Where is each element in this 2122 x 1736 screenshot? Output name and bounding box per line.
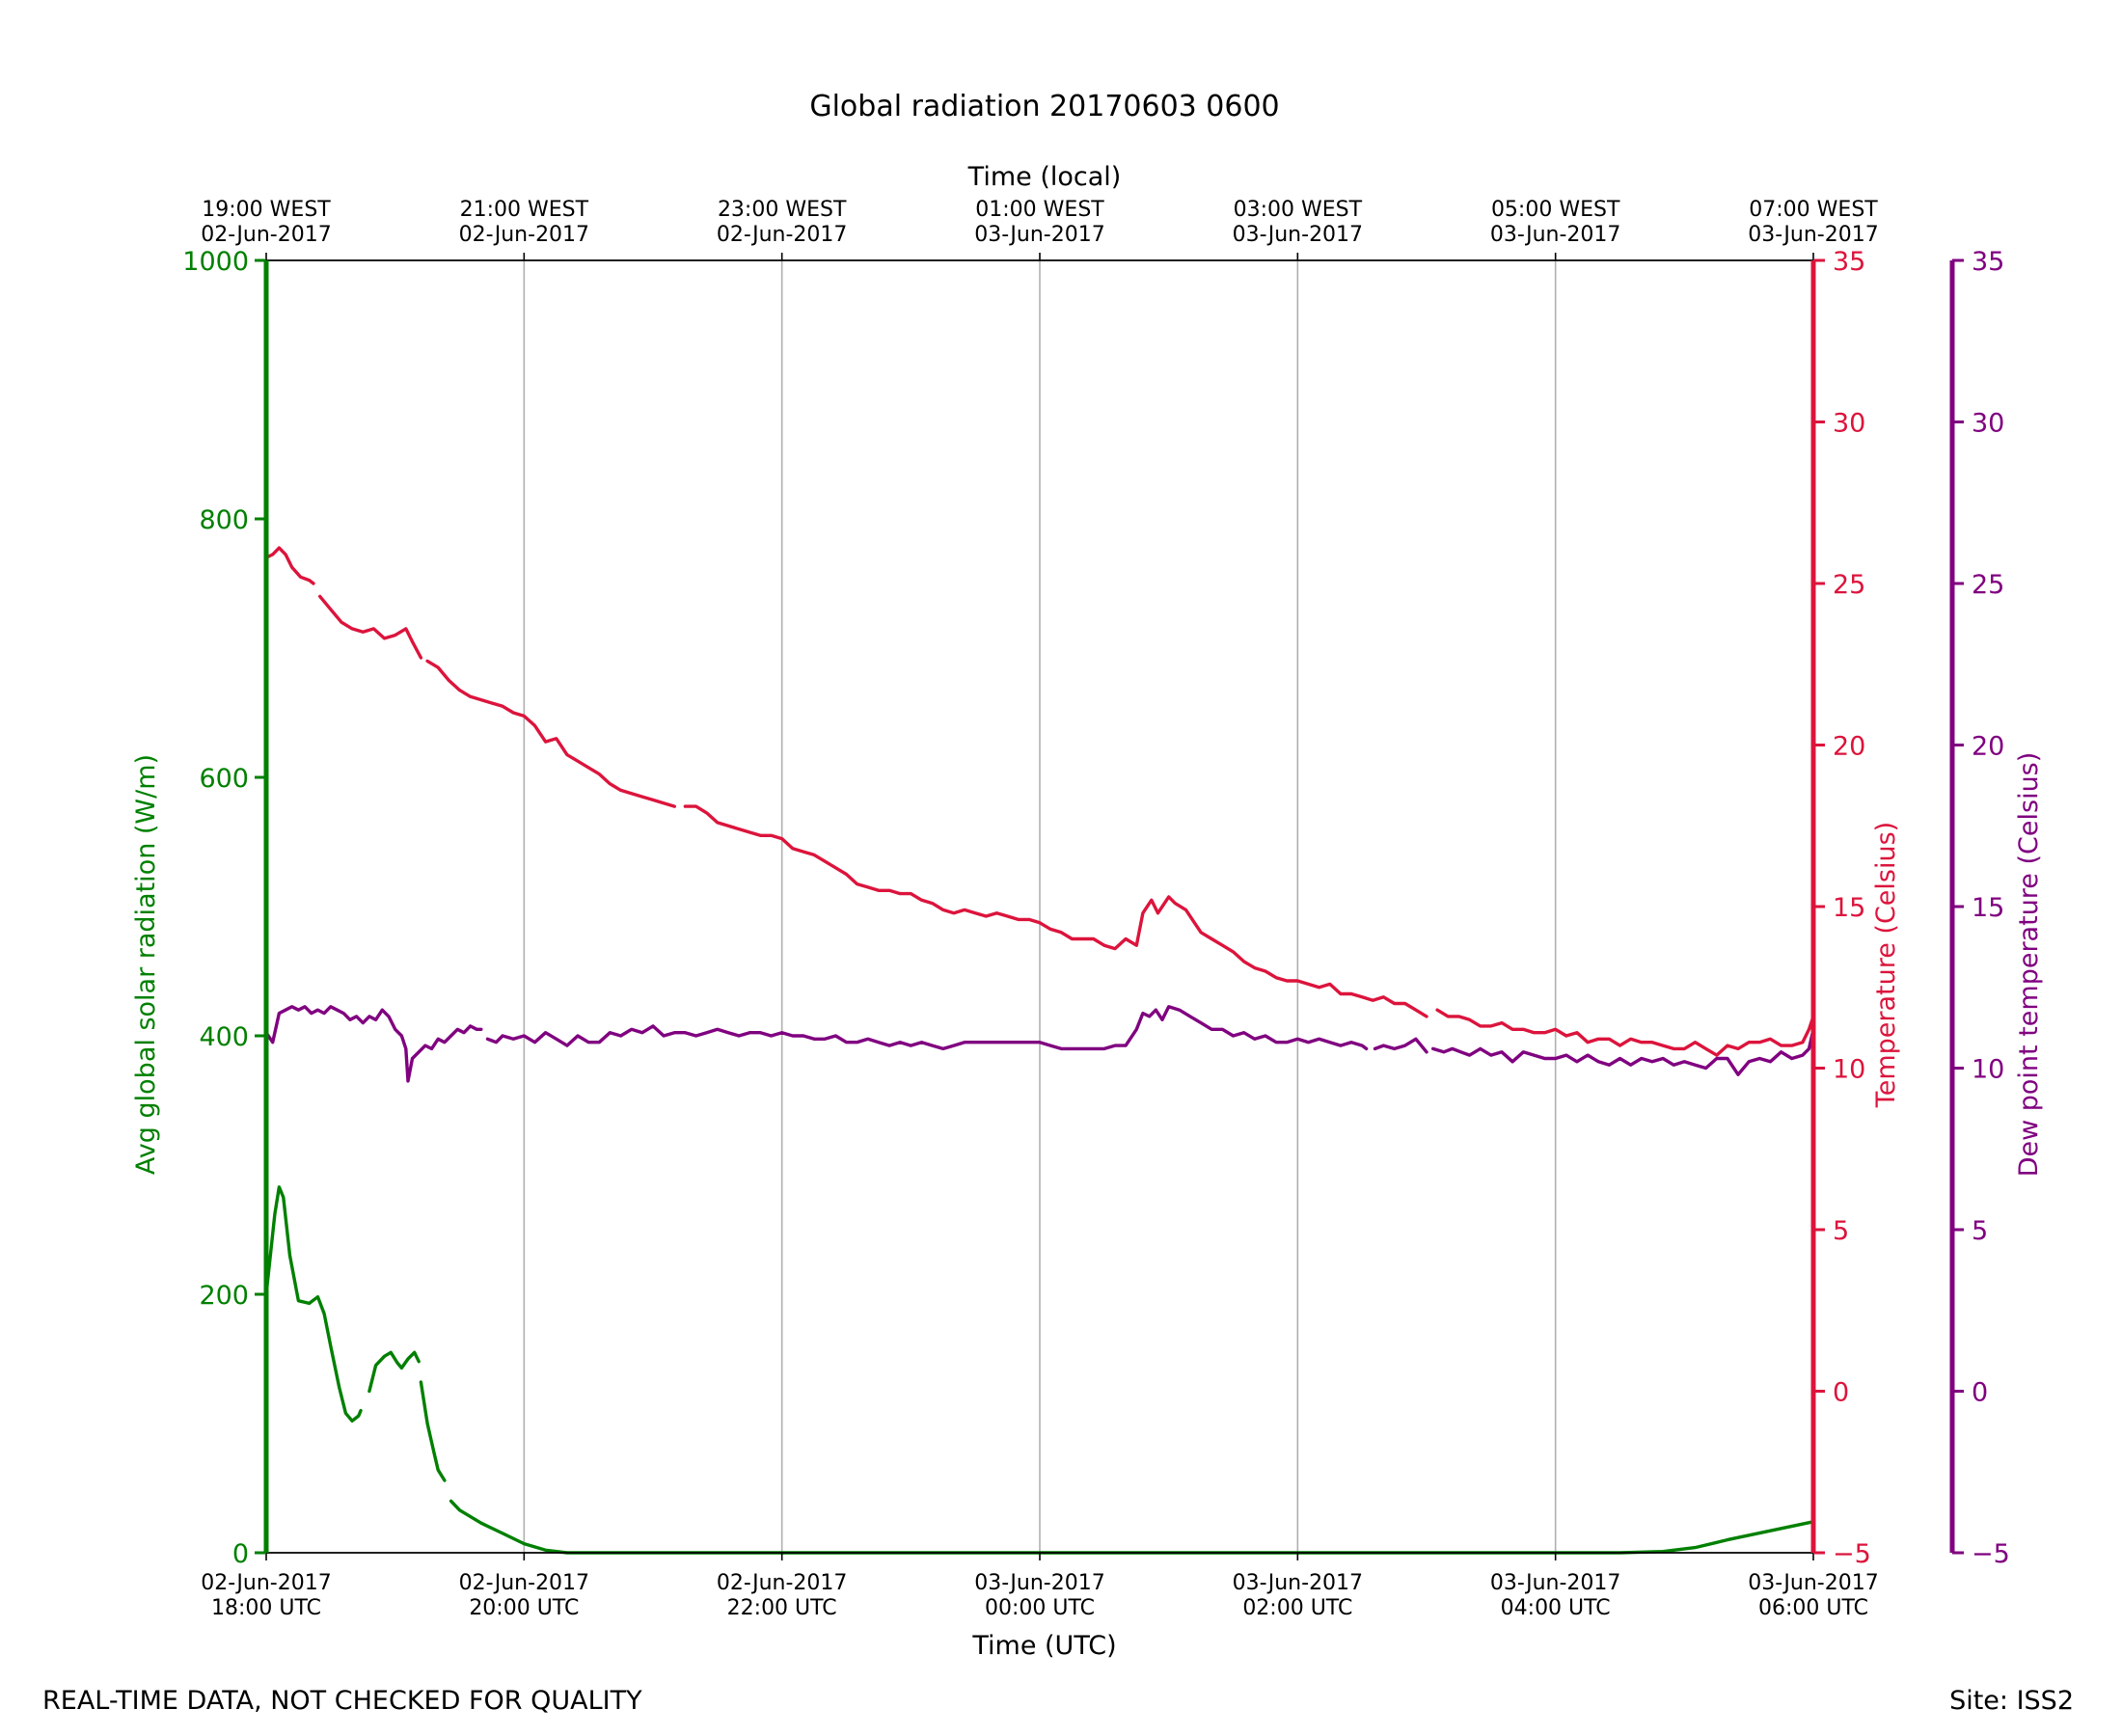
utc-time-label: 22:00 UTC: [727, 1596, 837, 1620]
utc-date-label: 03-Jun-2017: [1490, 1571, 1620, 1595]
grid: [523, 260, 1557, 1553]
utc-time-label: 18:00 UTC: [211, 1596, 321, 1620]
local-date-label: 03-Jun-2017: [974, 223, 1104, 247]
temperature-tick-label: 15: [1833, 893, 1865, 923]
radiation-tick-label: 1000: [182, 247, 249, 277]
local-time-label: 03:00 WEST: [1234, 198, 1363, 222]
local-date-label: 02-Jun-2017: [459, 223, 589, 247]
radiation-series-line: [264, 1185, 363, 1423]
temperature-tick-label: 5: [1833, 1216, 1849, 1246]
temperature-series-line: [1435, 1008, 1815, 1057]
utc-date-label: 03-Jun-2017: [974, 1571, 1104, 1595]
local-time-label: 19:00 WEST: [202, 198, 331, 222]
radiation-series-line: [419, 1380, 447, 1482]
temperature-series-line: [264, 546, 315, 585]
dewpoint-tick-label: 15: [1972, 893, 2004, 923]
dewpoint-axis-title: Dew point temperature (Celsius): [2014, 752, 2044, 1178]
radiation-tick-label: 0: [232, 1539, 249, 1569]
dewpoint-tick-label: 0: [1972, 1378, 1988, 1408]
dewpoint-series-line: [485, 1005, 1369, 1051]
utc-time-label: 02:00 UTC: [1242, 1596, 1352, 1620]
local-date-label: 02-Jun-2017: [717, 223, 847, 247]
site-label: Site: ISS2: [1949, 1686, 2074, 1716]
utc-time-label: 00:00 UTC: [985, 1596, 1095, 1620]
dewpoint-series-line: [1373, 1037, 1428, 1054]
radiation-tick-label: 400: [199, 1022, 249, 1052]
bottom-axis-title: Time (UTC): [971, 1631, 1116, 1661]
radiation-series-line: [449, 1499, 1815, 1555]
top-axis-title: Time (local): [967, 162, 1122, 192]
local-date-label: 03-Jun-2017: [1490, 223, 1620, 247]
utc-date-label: 03-Jun-2017: [1233, 1571, 1363, 1595]
dewpoint-tick-label: 10: [1972, 1055, 2004, 1085]
local-time-label: 23:00 WEST: [718, 198, 847, 222]
temperature-tick-label: 25: [1833, 570, 1865, 600]
local-time-label: 05:00 WEST: [1491, 198, 1620, 222]
utc-date-label: 02-Jun-2017: [717, 1571, 847, 1595]
temperature-tick-label: 30: [1833, 409, 1865, 439]
temperature-tick-label: −5: [1833, 1539, 1871, 1569]
radiation-tick-label: 800: [199, 505, 249, 535]
dewpoint-tick-label: 30: [1972, 409, 2004, 439]
radiation-tick-label: 200: [199, 1281, 249, 1311]
dewpoint-series-line: [264, 1005, 483, 1083]
temperature-tick-label: 0: [1833, 1378, 1849, 1408]
temperature-series-line: [318, 594, 423, 660]
temperature-tick-label: 20: [1833, 732, 1865, 762]
dewpoint-tick-label: 5: [1972, 1216, 1988, 1246]
local-time-label: 21:00 WEST: [460, 198, 589, 222]
dewpoint-series-line: [1431, 1027, 1815, 1076]
temperature-series-line: [425, 659, 676, 808]
utc-time-label: 06:00 UTC: [1758, 1596, 1868, 1620]
utc-date-label: 03-Jun-2017: [1748, 1571, 1878, 1595]
utc-date-label: 02-Jun-2017: [459, 1571, 589, 1595]
quality-disclaimer: REAL-TIME DATA, NOT CHECKED FOR QUALITY: [42, 1686, 642, 1716]
dewpoint-tick-label: −5: [1972, 1539, 2010, 1569]
radiation-series-line: [367, 1350, 421, 1394]
temperature-series-line: [683, 804, 1428, 1018]
local-time-label: 01:00 WEST: [975, 198, 1104, 222]
local-time-label: 07:00 WEST: [1749, 198, 1878, 222]
temperature-axis-title: Temperature (Celsius): [1871, 822, 1901, 1108]
chart-title: Global radiation 20170603 0600: [809, 90, 1279, 123]
temperature-tick-label: 35: [1833, 247, 1865, 277]
utc-time-label: 04:00 UTC: [1501, 1596, 1611, 1620]
dewpoint-tick-label: 20: [1972, 732, 2004, 762]
utc-time-label: 20:00 UTC: [469, 1596, 579, 1620]
radiation-axis-title: Avg global solar radiation (W/m): [131, 754, 161, 1175]
local-date-label: 03-Jun-2017: [1748, 223, 1878, 247]
utc-date-label: 02-Jun-2017: [201, 1571, 331, 1595]
dewpoint-tick-label: 25: [1972, 570, 2004, 600]
local-date-label: 02-Jun-2017: [201, 223, 331, 247]
radiation-tick-label: 600: [199, 764, 249, 794]
temperature-tick-label: 10: [1833, 1055, 1865, 1085]
dewpoint-tick-label: 35: [1972, 247, 2004, 277]
local-date-label: 03-Jun-2017: [1233, 223, 1363, 247]
